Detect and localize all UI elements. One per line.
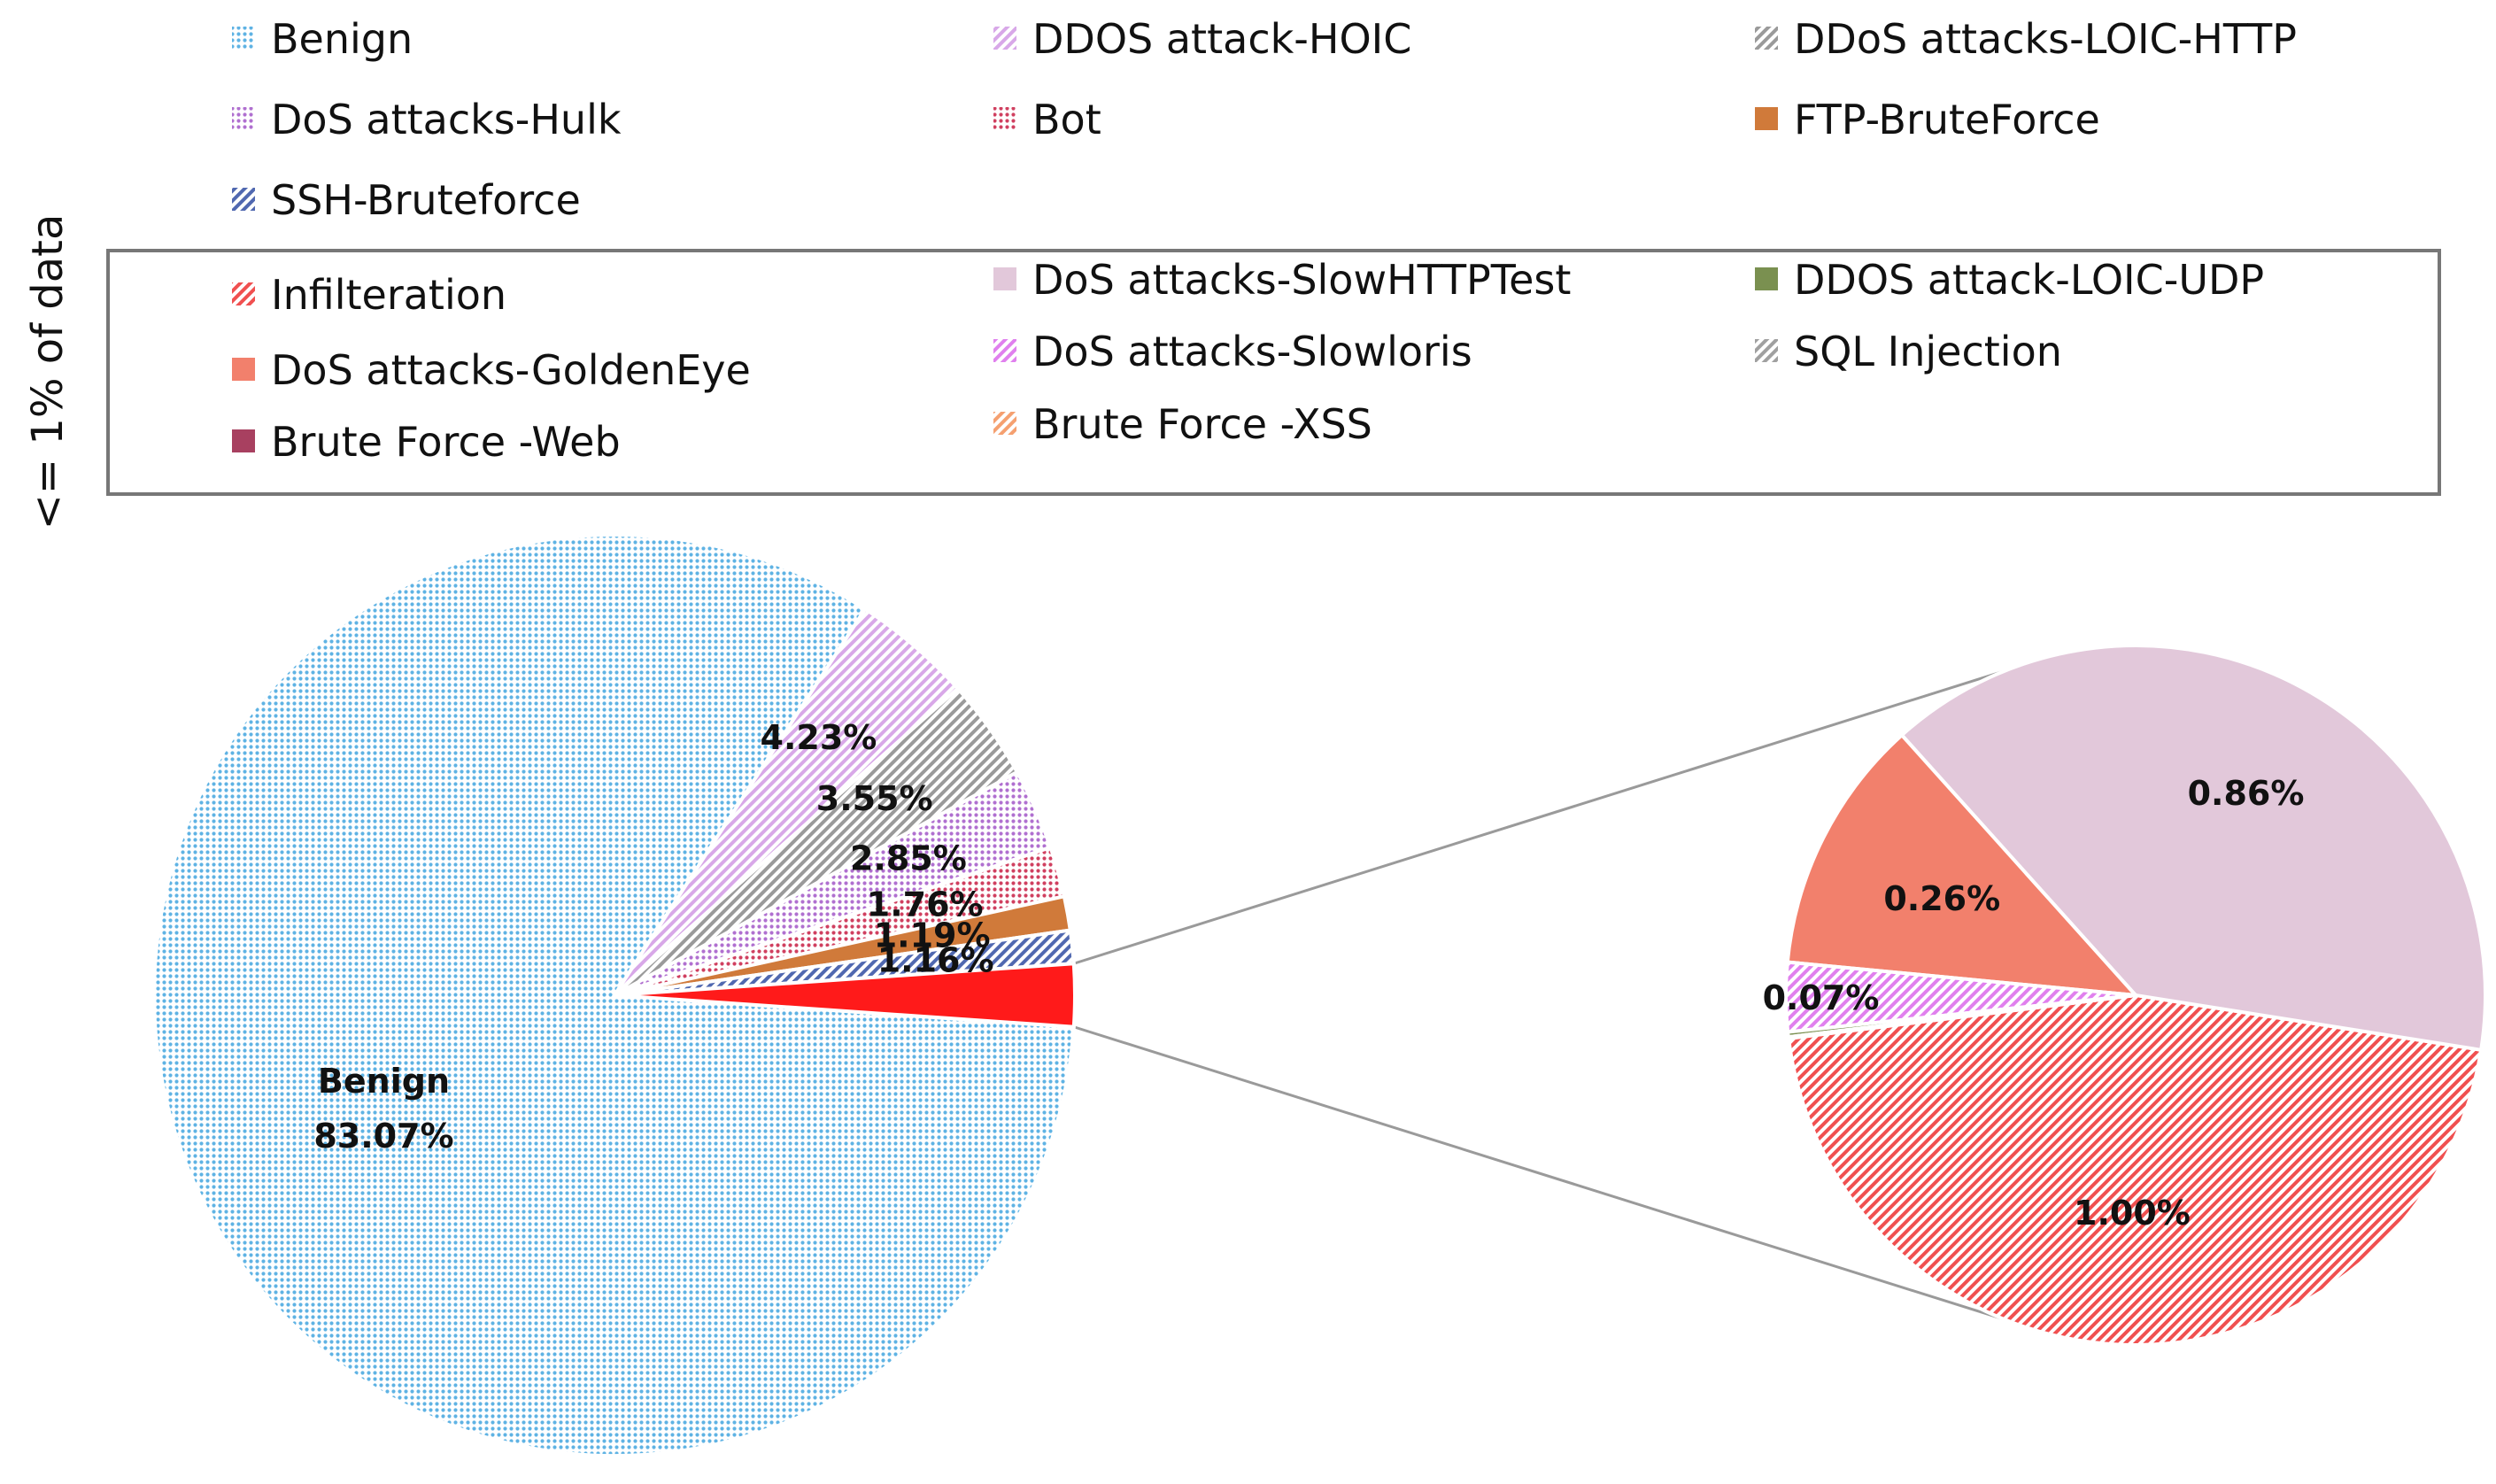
legend-label-bfxss: Brute Force -XSS (1032, 400, 1372, 448)
sub-slice-slowhttp (1899, 644, 2487, 1053)
legend-swatch-ftp (1755, 107, 1778, 130)
legend-label-goldeneye: DoS attacks-GoldenEye (271, 346, 751, 394)
side-label: <= 1% of data (23, 214, 73, 530)
legend-label-benign: Benign (271, 15, 413, 63)
sub-slice-label-slowhttp: 0.86% (2188, 774, 2305, 813)
legend-label-hoic: DDOS attack-HOIC (1032, 15, 1411, 63)
legend-item-ssh: SSH-Bruteforce (232, 176, 581, 224)
legend-swatch-ssh (232, 188, 255, 211)
legend-label-loic_http: DDoS attacks-LOIC-HTTP (1794, 15, 2297, 63)
connector-lines (1073, 669, 2005, 1321)
legend-swatch-sql (1755, 339, 1778, 362)
legend-swatch-slowhttp (993, 267, 1016, 290)
main-slice-benign (152, 533, 1076, 1457)
sub-slice-bfxss (1786, 993, 2137, 1041)
sub-pie (1784, 644, 2487, 1348)
main-slice-other (614, 962, 1078, 1029)
legend-item-loic_http: DDoS attacks-LOIC-HTTP (1755, 15, 2297, 63)
legend-label-ssh: SSH-Bruteforce (271, 176, 581, 224)
legend-swatch-loic_udp (1755, 267, 1778, 290)
slice-labels: Benign 83.07% 4.23% 3.55% 2.85% 1.76%1.19%1.1… (313, 718, 2304, 1233)
connector-line-bottom (1073, 1025, 2005, 1321)
legend-label-hulk: DoS attacks-Hulk (271, 96, 622, 143)
legend-swatch-loic_http (1755, 27, 1778, 50)
legend-item-sql: SQL Injection (1755, 328, 2062, 375)
slice-label-loic_http: 3.55% (816, 779, 933, 818)
legend-boxed: Infilteration DoS attacks-SlowHTTPTest DDO… (232, 256, 2264, 466)
legend-item-loic_udp: DDOS attack-LOIC-UDP (1755, 256, 2264, 304)
legend-label-ftp: FTP-BruteForce (1794, 96, 2100, 143)
sub-slice-goldeneye (1785, 732, 2140, 998)
legend-swatch-bfxss (993, 412, 1016, 435)
legend-item-ftp: FTP-BruteForce (1755, 96, 2100, 143)
slice-label-benign: 83.07% (313, 1117, 453, 1156)
sub-slice-infilteration (1786, 993, 2484, 1348)
legend-item-bot: Bot (993, 96, 1101, 143)
legend-item-hulk: DoS attacks-Hulk (232, 96, 622, 143)
legend-swatch-hoic (993, 27, 1016, 50)
slice-label-hulk: 2.85% (850, 839, 967, 877)
legend-box-frame (106, 249, 2441, 496)
slice-label-bot: 1.76% (867, 885, 984, 924)
legend-label-infilteration: Infilteration (271, 271, 506, 319)
legend-label-loic_udp: DDOS attack-LOIC-UDP (1794, 256, 2264, 304)
legend-swatch-benign (232, 27, 255, 50)
sub-slice-label-goldeneye: 0.26% (1883, 879, 2000, 918)
legend-item-hoic: DDOS attack-HOIC (993, 15, 1411, 63)
legend-label-slowloris: DoS attacks-Slowloris (1032, 328, 1472, 375)
legend-swatch-hulk (232, 107, 255, 130)
legend-item-infilteration: Infilteration (232, 271, 506, 319)
slice-label-benign-name: Benign (318, 1062, 450, 1101)
legend-label-slowhttp: DoS attacks-SlowHTTPTest (1032, 256, 1571, 304)
main-pie (152, 533, 1078, 1457)
sub-slice-label-slowloris: 0.07% (1763, 978, 1880, 1017)
legend-item-goldeneye: DoS attacks-GoldenEye (232, 346, 751, 394)
legend-label-sql: SQL Injection (1794, 328, 2062, 375)
legend-item-slowhttp: DoS attacks-SlowHTTPTest (993, 256, 1571, 304)
slice-label-ssh: 1.16% (877, 941, 994, 980)
legend-item-slowloris: DoS attacks-Slowloris (993, 328, 1472, 375)
connector-line-top (1073, 669, 2005, 965)
legend-label-bfweb: Brute Force -Web (271, 418, 621, 466)
sub-slice-label-infilteration: 1.00% (2074, 1194, 2191, 1233)
legend-top: Benign DDOS attack-HOIC DDoS attacks-LOIC-… (232, 15, 2297, 224)
legend-swatch-bot (993, 107, 1016, 130)
slice-label-ftp: 1.19% (874, 916, 991, 955)
legend-item-bfxss: Brute Force -XSS (993, 400, 1372, 448)
legend-swatch-goldeneye (232, 358, 255, 381)
legend-item-benign: Benign (232, 15, 413, 63)
legend-label-bot: Bot (1032, 96, 1101, 143)
legend-swatch-bfweb (232, 429, 255, 452)
legend-swatch-slowloris (993, 339, 1016, 362)
legend-item-bfweb: Brute Force -Web (232, 418, 621, 466)
legend-swatch-infilteration (232, 282, 255, 305)
slice-label-hoic: 4.23% (761, 718, 877, 757)
